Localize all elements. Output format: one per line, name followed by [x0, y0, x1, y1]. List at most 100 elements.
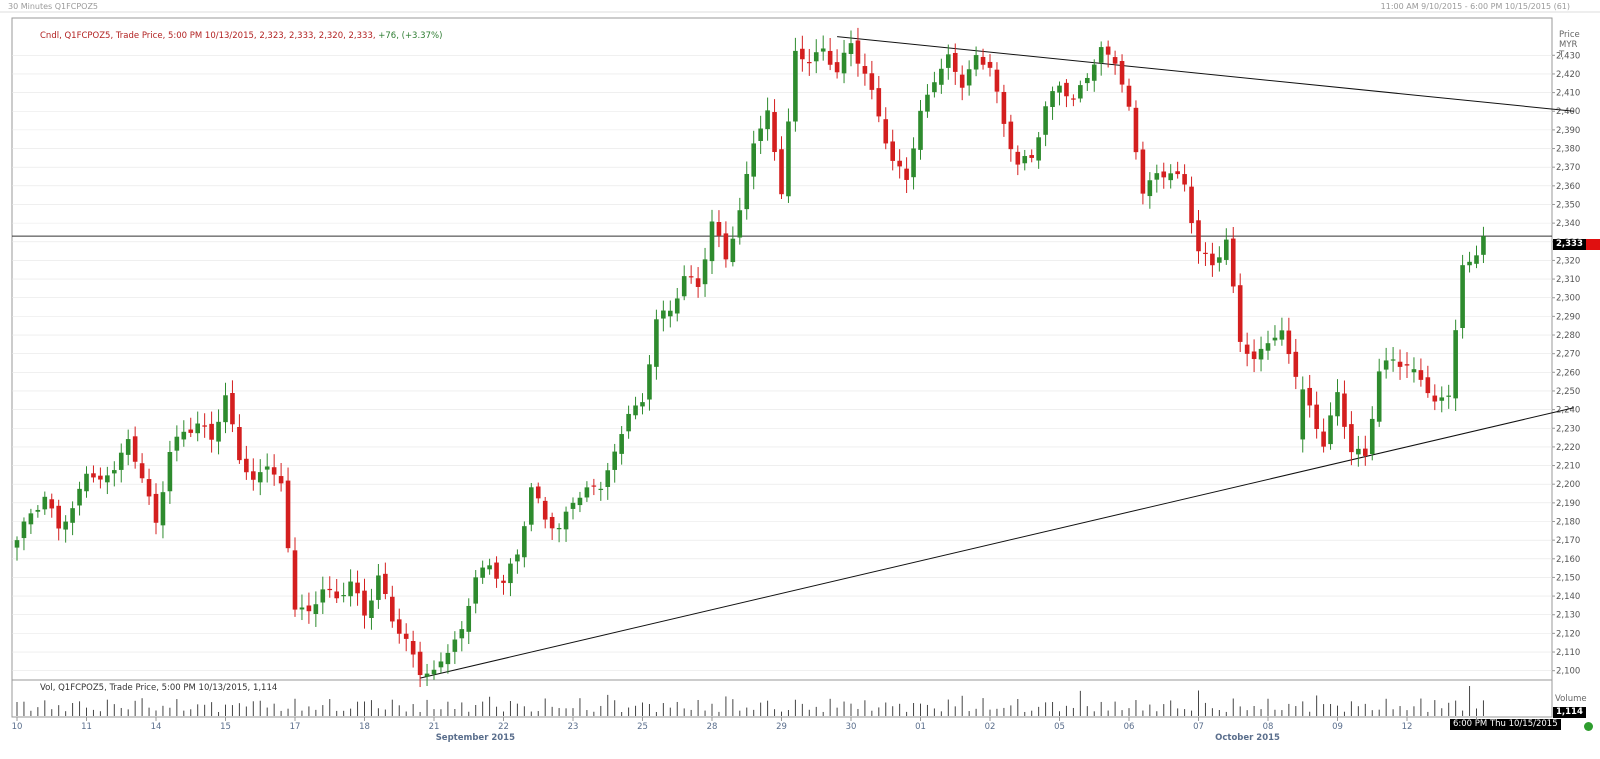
candle-body — [264, 466, 270, 470]
candle-body — [14, 540, 20, 548]
candle-body — [744, 173, 750, 210]
price-tick-label: 2,400 — [1556, 107, 1580, 117]
price-tick-label: 2,130 — [1556, 611, 1580, 621]
price-tick-label: 2,380 — [1556, 145, 1580, 155]
candle-body — [1230, 238, 1236, 287]
candle-body — [918, 110, 923, 150]
candle-body — [146, 479, 152, 497]
candle-body — [681, 276, 687, 297]
candle-body — [91, 473, 96, 478]
candle-body — [973, 55, 979, 70]
candle-body — [688, 276, 694, 278]
time-tick-label: 17 — [290, 722, 301, 732]
candle-body — [285, 480, 291, 549]
candle-body — [695, 278, 701, 287]
candle-body — [591, 485, 597, 487]
candle-body — [952, 52, 958, 72]
time-tick-label: 02 — [985, 722, 996, 732]
trendlines[interactable] — [12, 36, 1574, 679]
candle-body — [237, 427, 242, 461]
time-tick-label: 06 — [1124, 722, 1135, 732]
price-tick-label: 2,100 — [1556, 667, 1580, 677]
candle-body — [730, 238, 736, 263]
candle-body — [1057, 85, 1062, 93]
candle-body — [334, 591, 339, 599]
candle-body — [1418, 370, 1424, 380]
candle-body — [452, 639, 458, 652]
candle-body — [626, 413, 631, 432]
candle-body — [1050, 91, 1055, 107]
price-legend: Cndl, Q1FCPOZ5, Trade Price, 5:00 PM 10/… — [40, 31, 442, 41]
price-tick-label: 2,390 — [1556, 126, 1580, 136]
candle-body — [598, 488, 604, 491]
candle-body — [341, 595, 346, 597]
candle-body — [1140, 149, 1146, 194]
candle-body — [1425, 377, 1431, 394]
time-tick-label: 05 — [1054, 722, 1065, 732]
time-tick-label: 09 — [1332, 722, 1343, 732]
time-axis: 10 11 14 15 17 18 21 22 23 25 28 29 30 01 02 05 06 07 08 09… — [12, 717, 1482, 732]
candle-body — [904, 168, 909, 180]
candle-body — [1439, 397, 1445, 401]
price-tick-label: 2,250 — [1556, 387, 1580, 397]
candle-body — [306, 605, 312, 612]
candle-body — [1446, 395, 1451, 397]
candle-body — [417, 651, 423, 676]
price-tick-label: 2,280 — [1556, 331, 1580, 341]
candle-body — [251, 471, 256, 480]
candle-body — [1112, 57, 1118, 64]
time-tick-label: 12 — [1402, 722, 1413, 732]
candle-body — [216, 421, 221, 442]
price-tick-label: 2,420 — [1556, 70, 1580, 80]
candle-body — [758, 128, 763, 141]
candle-body — [1105, 46, 1111, 55]
candle-body — [925, 94, 930, 112]
plot-border — [11, 17, 1553, 718]
candle-body — [466, 605, 472, 632]
price-axis-title-line: Price — [1559, 30, 1580, 40]
price-legend-values: Cndl, Q1FCPOZ5, Trade Price, 5:00 PM 10/… — [40, 31, 376, 41]
price-tick-label: 2,320 — [1556, 256, 1580, 266]
candle-body — [424, 673, 430, 677]
candle-body — [1453, 330, 1458, 399]
candle-body — [508, 563, 513, 584]
time-tick-label: 29 — [776, 722, 787, 732]
candle-body — [862, 66, 868, 74]
candle-body — [556, 527, 562, 530]
price-tick-label: 2,370 — [1556, 163, 1580, 173]
price-tick-label: 2,290 — [1556, 312, 1580, 322]
candle-body — [529, 487, 534, 525]
candle-body — [327, 588, 333, 591]
candle-body — [376, 575, 381, 600]
price-axis-title: Price MYR T — [1559, 30, 1589, 60]
candle-body — [723, 233, 729, 260]
candle-body — [1481, 236, 1486, 255]
price-tick-label: 2,140 — [1556, 592, 1580, 602]
candle-body — [369, 600, 374, 618]
price-axis: 2,100 2,110 2,120 2,130 2,140 2,150 2,160 2,170… — [1552, 51, 1580, 677]
candle-body — [473, 577, 478, 604]
candle-body — [1404, 364, 1410, 366]
candle-body — [320, 589, 326, 603]
price-tick-label: 2,180 — [1556, 517, 1580, 527]
candle-body — [98, 475, 103, 480]
candle-body — [209, 423, 214, 440]
connection-status-icon — [1584, 722, 1593, 731]
candle-body — [390, 596, 395, 622]
time-tick-label: 01 — [915, 722, 926, 732]
candle-body — [1314, 404, 1319, 430]
candle-body — [1369, 418, 1375, 455]
candle-body — [1460, 265, 1465, 329]
candle-body — [1008, 121, 1014, 150]
candle-body — [1390, 359, 1396, 361]
candle-body — [383, 573, 388, 595]
candle-body — [737, 210, 743, 238]
candle-body — [1168, 173, 1173, 181]
price-tick-label: 2,120 — [1556, 629, 1580, 639]
candle-body — [946, 54, 951, 68]
candle-body — [605, 470, 611, 487]
candle-body — [1078, 85, 1083, 99]
candle-body — [1279, 330, 1285, 340]
candle-body — [438, 661, 444, 668]
